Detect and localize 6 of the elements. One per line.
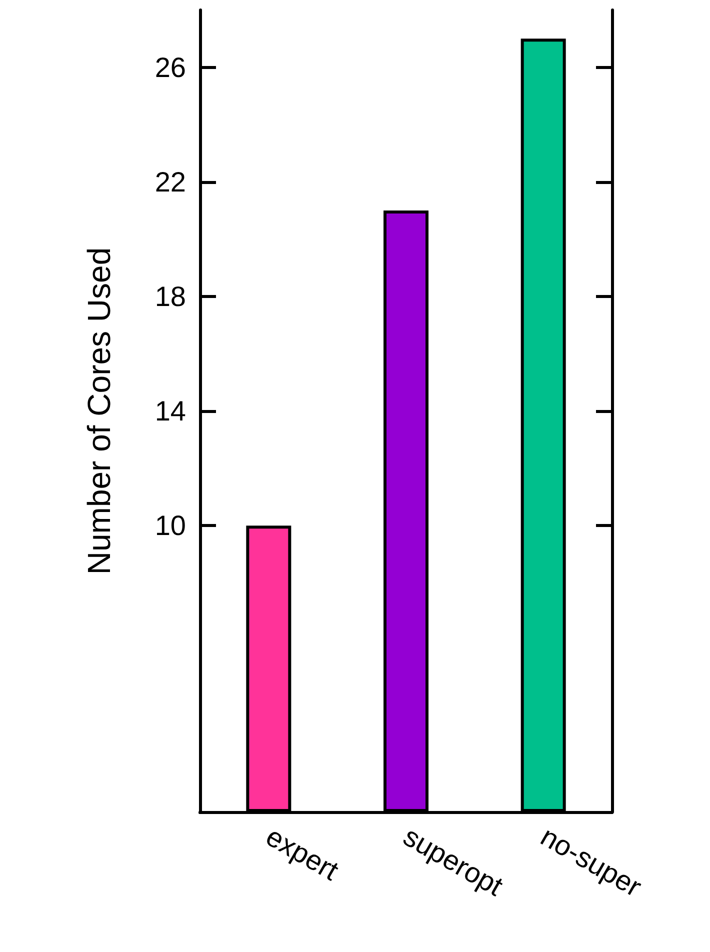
y-tick-label: 18 bbox=[154, 280, 186, 312]
y-tick-label: 14 bbox=[154, 396, 186, 426]
y-tick-label: 22 bbox=[154, 166, 186, 198]
y-axis-title: Number of Cores Used bbox=[81, 247, 117, 575]
y-tick-label: 10 bbox=[154, 510, 186, 542]
y-tick-label: 26 bbox=[154, 52, 186, 83]
